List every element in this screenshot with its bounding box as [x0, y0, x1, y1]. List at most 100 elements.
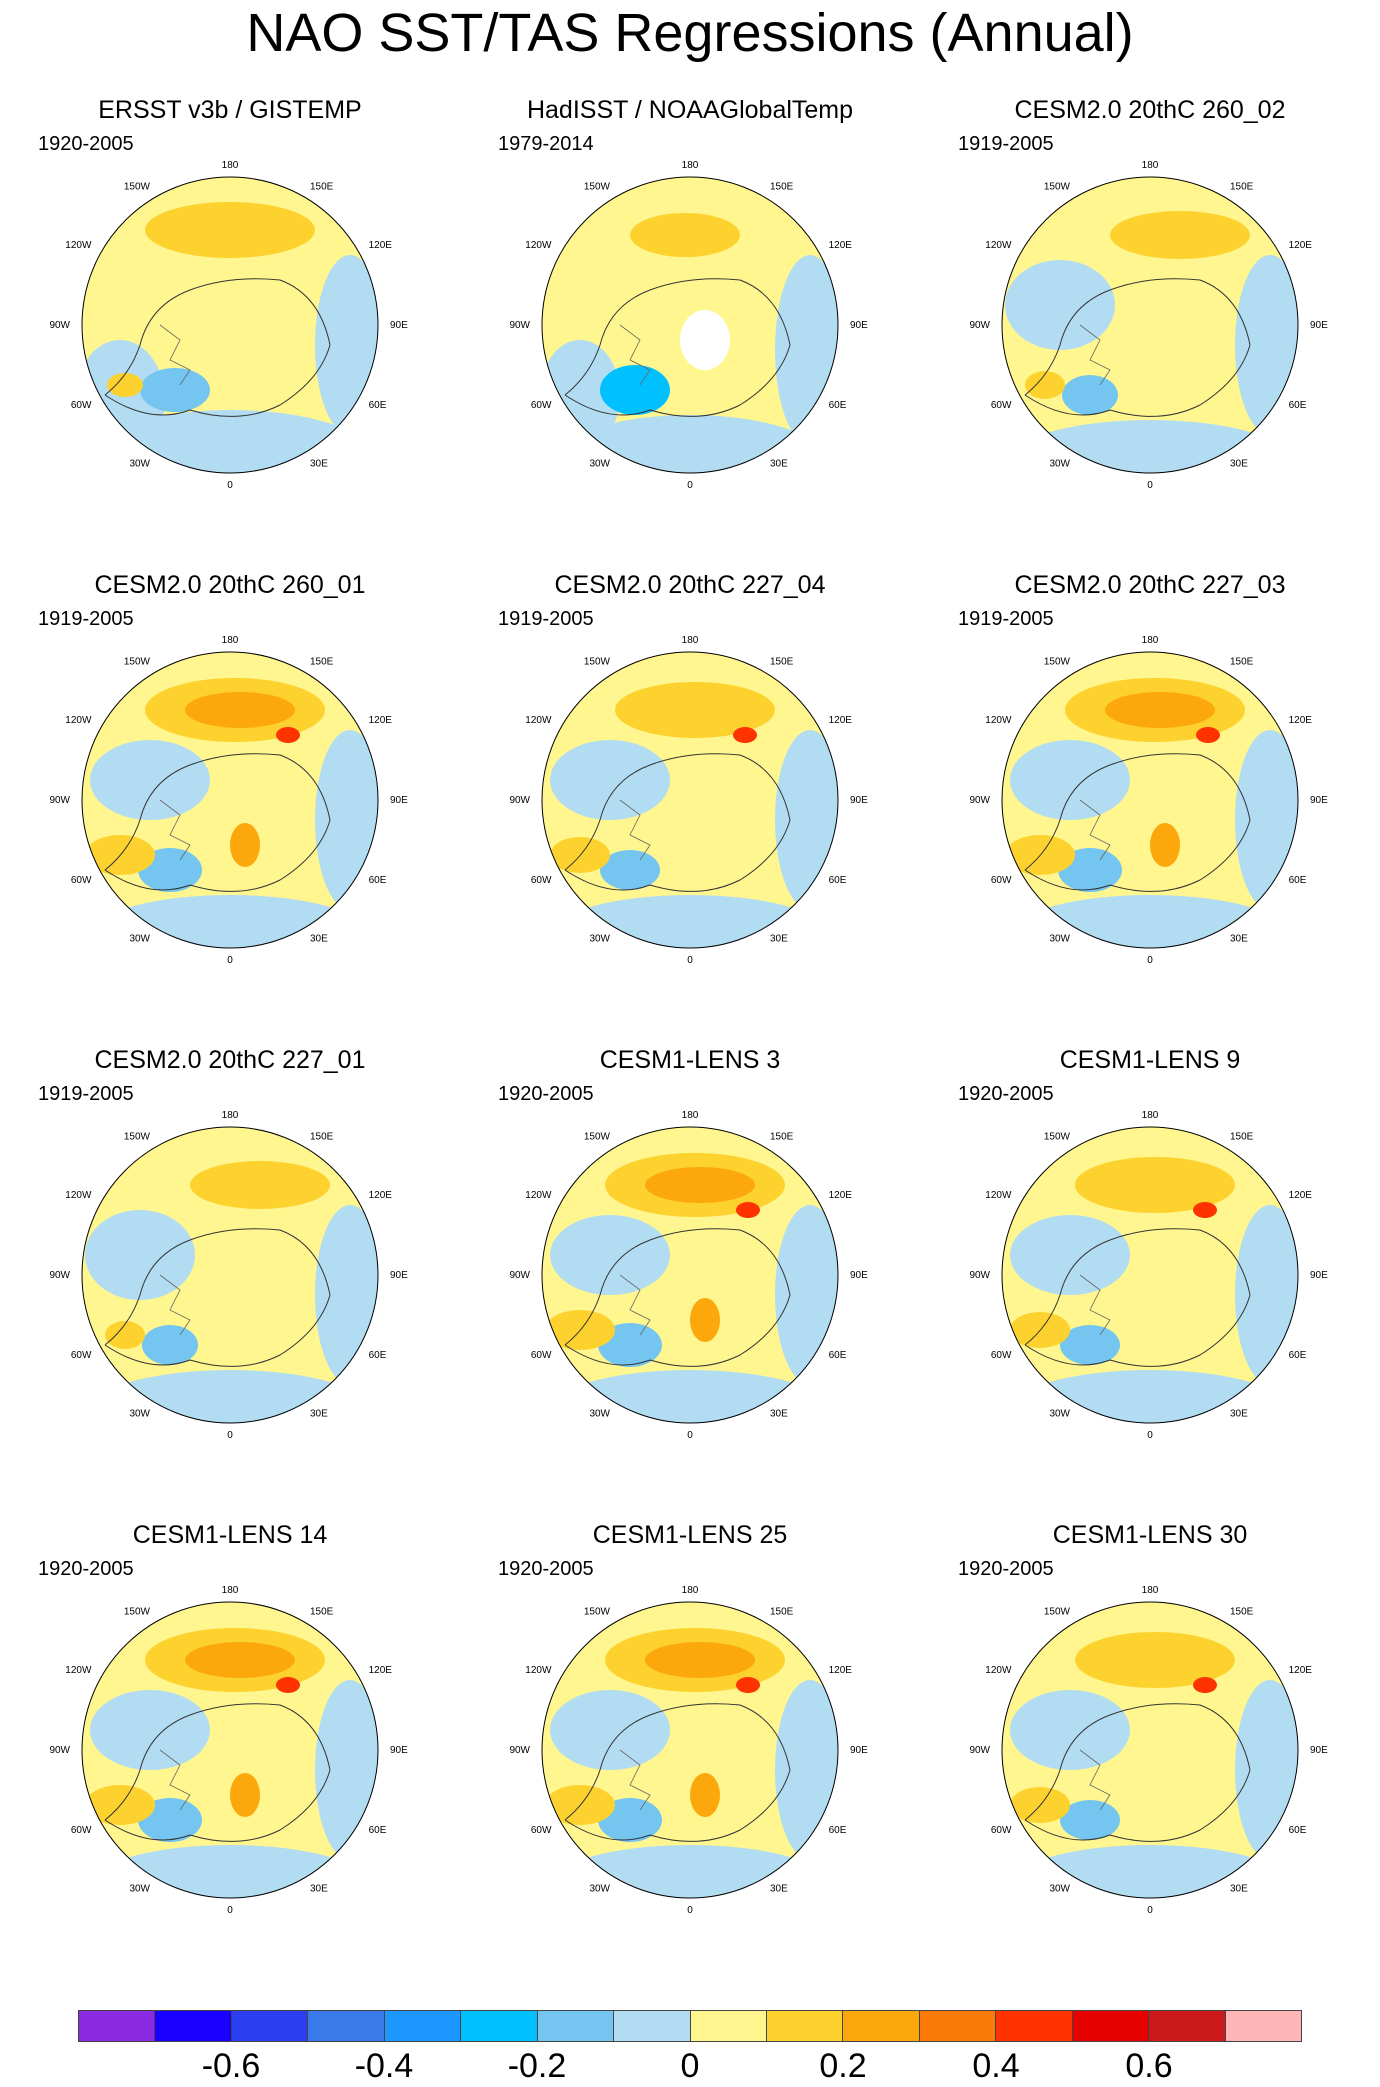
- longitude-label: 150W: [1044, 1131, 1071, 1142]
- map-panel: CESM2.0 20thC 227_01 1919-2005 180 150E 120E…: [0, 1045, 460, 1520]
- longitude-label: 120W: [525, 240, 552, 251]
- longitude-label: 90E: [390, 320, 408, 331]
- colorbar-tick-label: 0.2: [819, 2047, 867, 2085]
- sea-ice-blue-region: [555, 415, 825, 473]
- polar-map: 180 150E 120E 90E 60E 30E 0 30W 60W 90W 120W 150W: [969, 635, 1328, 966]
- map-border: [1001, 651, 1299, 949]
- longitude-label: 60W: [991, 1350, 1012, 1361]
- longitude-label: 120E: [369, 1190, 393, 1201]
- arctic-islands-outline: [1079, 1749, 1111, 1811]
- regression-field: [82, 1602, 378, 1898]
- atlantic-warm-band: [105, 1321, 145, 1349]
- colorbar-swatch: [537, 2011, 615, 2041]
- west-ocean-blue-region: [1005, 260, 1115, 350]
- polar-map: 180 150E 120E 90E 60E 30E 0 30W 60W 90W 120W 150W: [49, 1585, 408, 1916]
- coastline: [1024, 1703, 1251, 1842]
- longitude-label: 30E: [310, 1409, 328, 1420]
- panel-title: CESM1-LENS 9: [1059, 1046, 1241, 1074]
- panel-title: CESM2.0 20thC 227_03: [1014, 571, 1286, 599]
- longitude-label: 60E: [829, 1825, 847, 1836]
- regression-field: [542, 652, 838, 948]
- longitude-label: 180: [222, 635, 239, 646]
- east-ocean-blue-region: [775, 255, 838, 445]
- arctic-islands-outline: [619, 324, 651, 386]
- longitude-label: 90E: [850, 1270, 868, 1281]
- coastline: [1024, 753, 1251, 892]
- panel-title: CESM1-LENS 30: [1052, 1521, 1248, 1549]
- west-ocean-blue-region: [1010, 1215, 1130, 1295]
- longitude-label: 0: [227, 1905, 233, 1916]
- longitude-label: 60E: [1289, 1350, 1307, 1361]
- panel-title: CESM2.0 20thC 227_01: [94, 1046, 366, 1074]
- map-border: [541, 176, 839, 474]
- polar-map: 180 150E 120E 90E 60E 30E 0 30W 60W 90W 120W 150W: [509, 1110, 868, 1441]
- longitude-label: 150E: [310, 656, 334, 667]
- longitude-label: 60W: [531, 1350, 552, 1361]
- longitude-label: 120E: [369, 240, 393, 251]
- coastline: [104, 753, 331, 892]
- panel-period: 1920-2005: [958, 1558, 1054, 1580]
- north-pacific-strong-core: [1105, 692, 1215, 728]
- longitude-label: 120W: [985, 1665, 1012, 1676]
- arctic-islands-outline: [1079, 799, 1111, 861]
- longitude-label: 30W: [589, 1884, 610, 1895]
- longitude-label: 90E: [390, 795, 408, 806]
- labrador-cold-region: [1062, 375, 1118, 415]
- colorbar-swatch: [614, 2011, 691, 2041]
- coastline: [1024, 278, 1251, 417]
- longitude-label: 30E: [770, 934, 788, 945]
- longitude-label: 120E: [829, 1665, 853, 1676]
- longitude-label: 90E: [390, 1745, 408, 1756]
- west-ocean-blue-region: [1010, 740, 1130, 820]
- panel-period: 1919-2005: [38, 608, 134, 630]
- regression-field: [1002, 652, 1298, 948]
- longitude-label: 0: [1147, 480, 1153, 491]
- west-ocean-blue-region: [550, 740, 670, 820]
- longitude-label: 60E: [1289, 1825, 1307, 1836]
- longitude-label: 60W: [71, 1825, 92, 1836]
- longitude-label: 60W: [531, 1825, 552, 1836]
- longitude-label: 180: [1142, 635, 1159, 646]
- longitude-label: 30W: [1049, 934, 1070, 945]
- longitude-label: 150E: [310, 181, 334, 192]
- polar-map: 180 150E 120E 90E 60E 30E 0 30W 60W 90W 120W 150W: [509, 635, 868, 966]
- longitude-label: 150W: [1044, 656, 1071, 667]
- colorbar-swatch: [231, 2011, 309, 2041]
- longitude-label: 90W: [969, 1270, 990, 1281]
- map-border: [1001, 176, 1299, 474]
- panel-period: 1919-2005: [498, 608, 594, 630]
- colorbar-swatch: [766, 2011, 844, 2041]
- labrador-cold-region: [142, 1325, 198, 1365]
- polar-map: 180 150E 120E 90E 60E 30E 0 30W 60W 90W 120W 150W: [49, 160, 408, 491]
- map-panel: CESM1-LENS 3 1920-2005 180 150E 120E 90E 60E 30…: [460, 1045, 920, 1520]
- labrador-cold-region: [140, 368, 210, 412]
- sea-ice-blue-region: [550, 895, 830, 948]
- longitude-label: 60W: [71, 1350, 92, 1361]
- colorbar-swatch: [155, 2011, 232, 2041]
- siberia-hot-spot: [276, 1677, 300, 1693]
- west-ocean-blue-region: [85, 1210, 195, 1300]
- longitude-label: 90W: [509, 320, 530, 331]
- longitude-label: 90W: [49, 1745, 70, 1756]
- labrador-cold-region: [600, 850, 660, 890]
- longitude-label: 60W: [531, 875, 552, 886]
- siberia-hot-spot: [1196, 727, 1220, 743]
- coastline: [564, 1228, 791, 1367]
- longitude-label: 120E: [369, 715, 393, 726]
- longitude-label: 90W: [969, 320, 990, 331]
- scandinavia-warm-region: [1150, 823, 1180, 867]
- north-pacific-strong-core: [645, 1642, 755, 1678]
- longitude-label: 60W: [991, 400, 1012, 411]
- colorbar-swatch: [79, 2011, 156, 2041]
- longitude-label: 90E: [850, 320, 868, 331]
- north-pacific-strong-core: [185, 1642, 295, 1678]
- longitude-label: 0: [227, 1430, 233, 1441]
- siberia-hot-spot: [736, 1677, 760, 1693]
- longitude-label: 150E: [1230, 1606, 1254, 1617]
- panel-period: 1920-2005: [38, 1558, 134, 1580]
- longitude-label: 120W: [525, 1665, 552, 1676]
- longitude-label: 150E: [310, 1131, 334, 1142]
- longitude-label: 120E: [829, 240, 853, 251]
- panel-period: 1920-2005: [498, 1558, 594, 1580]
- longitude-label: 60E: [829, 400, 847, 411]
